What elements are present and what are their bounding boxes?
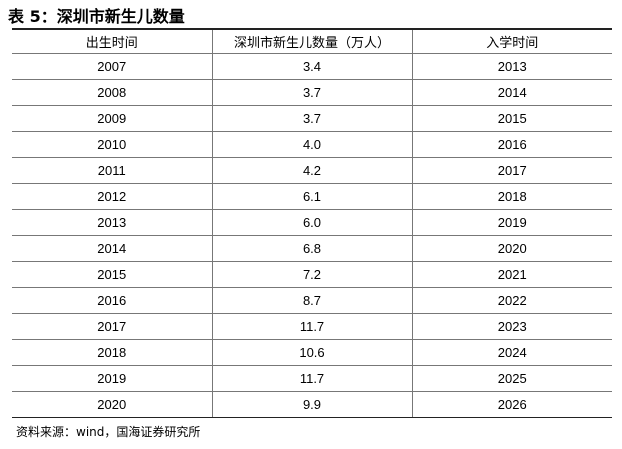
table-cell: 11.7 bbox=[211, 365, 412, 392]
table-cell: 7.2 bbox=[211, 261, 412, 288]
data-table: 出生时间 深圳市新生儿数量（万人） 入学时间 2007 3.4 2013 2008 3.7 2… bbox=[12, 28, 612, 418]
table-cell: 2021 bbox=[411, 261, 612, 288]
table-cell: 2024 bbox=[411, 339, 612, 366]
table-cell: 2016 bbox=[411, 131, 612, 158]
table-row: 2018 10.6 2024 bbox=[12, 339, 612, 366]
header-row: 出生时间 深圳市新生儿数量（万人） 入学时间 bbox=[12, 28, 612, 54]
table-body: 2007 3.4 2013 2008 3.7 2014 2009 3.7 2015 2010 4.0… bbox=[12, 53, 612, 418]
table-cell: 4.0 bbox=[211, 131, 412, 158]
table-cell: 2015 bbox=[12, 261, 212, 288]
table-cell: 2016 bbox=[12, 287, 212, 314]
column-header: 深圳市新生儿数量（万人） bbox=[211, 28, 412, 54]
table-row: 2010 4.0 2016 bbox=[12, 131, 612, 158]
table-cell: 2014 bbox=[411, 79, 612, 106]
table-cell: 6.0 bbox=[211, 209, 412, 236]
table-cell: 2013 bbox=[411, 53, 612, 80]
table-cell: 2009 bbox=[12, 105, 212, 132]
table-row: 2020 9.9 2026 bbox=[12, 391, 612, 418]
table-cell: 2018 bbox=[411, 183, 612, 210]
table-cell: 3.7 bbox=[211, 79, 412, 106]
table-cell: 4.2 bbox=[211, 157, 412, 184]
table-cell: 2012 bbox=[12, 183, 212, 210]
table-cell: 9.9 bbox=[211, 391, 412, 418]
table-cell: 2007 bbox=[12, 53, 212, 80]
column-header: 入学时间 bbox=[411, 28, 612, 54]
table-row: 2014 6.8 2020 bbox=[12, 235, 612, 262]
table-cell: 2019 bbox=[12, 365, 212, 392]
table-cell: 2011 bbox=[12, 157, 212, 184]
table-cell: 3.7 bbox=[211, 105, 412, 132]
table-cell: 2026 bbox=[411, 391, 612, 418]
table-row: 2019 11.7 2025 bbox=[12, 365, 612, 392]
table-cell: 2014 bbox=[12, 235, 212, 262]
table-cell: 8.7 bbox=[211, 287, 412, 314]
table-cell: 2013 bbox=[12, 209, 212, 236]
table-cell: 2017 bbox=[12, 313, 212, 340]
table-cell: 2020 bbox=[411, 235, 612, 262]
table-cell: 2010 bbox=[12, 131, 212, 158]
table-cell: 2020 bbox=[12, 391, 212, 418]
table-cell: 2018 bbox=[12, 339, 212, 366]
table-row: 2013 6.0 2019 bbox=[12, 209, 612, 236]
table-cell: 2008 bbox=[12, 79, 212, 106]
table-cell: 2022 bbox=[411, 287, 612, 314]
table-cell: 2025 bbox=[411, 365, 612, 392]
table-row: 2012 6.1 2018 bbox=[12, 183, 612, 210]
source-note: 资料来源：wind，国海证券研究所 bbox=[16, 425, 201, 439]
table-cell: 10.6 bbox=[211, 339, 412, 366]
table-row: 2009 3.7 2015 bbox=[12, 105, 612, 132]
table-header: 出生时间 深圳市新生儿数量（万人） 入学时间 bbox=[12, 28, 612, 54]
table-row: 2008 3.7 2014 bbox=[12, 79, 612, 106]
table-row: 2016 8.7 2022 bbox=[12, 287, 612, 314]
table-cell: 2017 bbox=[411, 157, 612, 184]
table-cell: 2015 bbox=[411, 105, 612, 132]
table-row: 2007 3.4 2013 bbox=[12, 53, 612, 80]
table-title: 表 5：深圳市新生儿数量 bbox=[8, 7, 185, 26]
column-header: 出生时间 bbox=[12, 28, 212, 54]
table-cell: 11.7 bbox=[211, 313, 412, 340]
table-cell: 2019 bbox=[411, 209, 612, 236]
table-row: 2011 4.2 2017 bbox=[12, 157, 612, 184]
table-cell: 2023 bbox=[411, 313, 612, 340]
table-cell: 6.1 bbox=[211, 183, 412, 210]
table-cell: 6.8 bbox=[211, 235, 412, 262]
table-row: 2015 7.2 2021 bbox=[12, 261, 612, 288]
table-row: 2017 11.7 2023 bbox=[12, 313, 612, 340]
table-cell: 3.4 bbox=[211, 53, 412, 80]
